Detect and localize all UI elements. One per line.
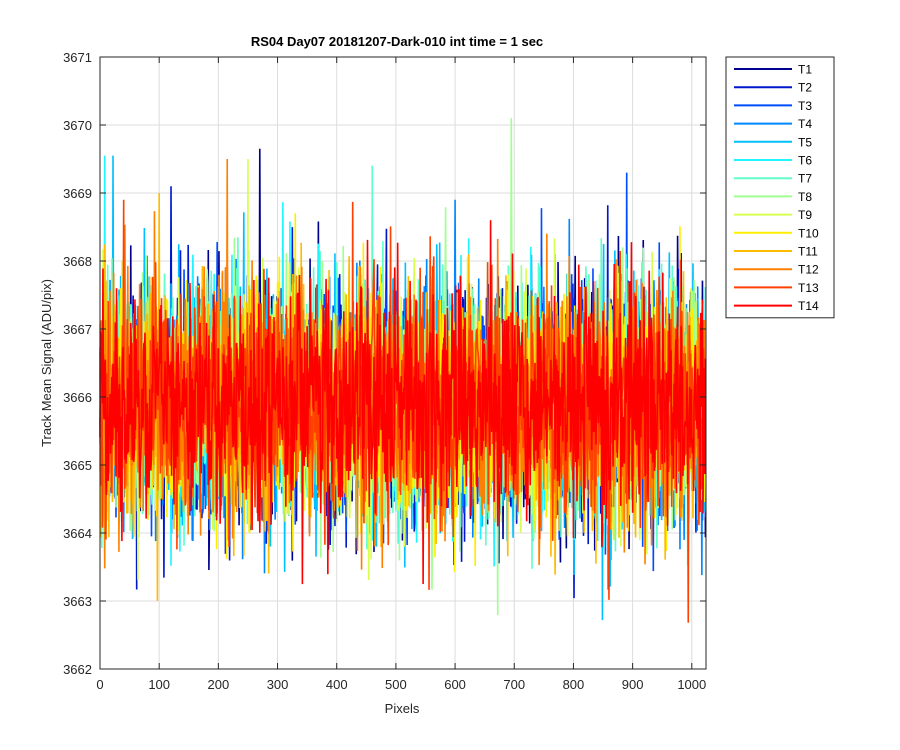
y-tick-label-4: 3666 bbox=[63, 390, 92, 405]
series-line-t14 bbox=[99, 220, 707, 585]
legend-label-t1: T1 bbox=[798, 63, 812, 77]
x-tick-label-3: 300 bbox=[267, 677, 289, 692]
legend-label-t13: T13 bbox=[798, 281, 819, 295]
legend-label-t2: T2 bbox=[798, 81, 812, 95]
y-tick-label-6: 3668 bbox=[63, 254, 92, 269]
y-axis-label: Track Mean Signal (ADU/pix) bbox=[39, 279, 54, 447]
legend-box bbox=[725, 56, 835, 319]
y-tick-label-1: 3663 bbox=[63, 594, 92, 609]
series-layer bbox=[99, 118, 707, 623]
legend-label-t8: T8 bbox=[798, 190, 812, 204]
legend-label-t4: T4 bbox=[798, 117, 812, 131]
legend-label-t11: T11 bbox=[798, 245, 818, 259]
x-axis-label: Pixels bbox=[385, 701, 420, 716]
x-tick-label-0: 0 bbox=[96, 677, 103, 692]
y-tick-label-3: 3665 bbox=[63, 458, 92, 473]
x-tick-label-9: 900 bbox=[622, 677, 644, 692]
legend-label-t5: T5 bbox=[798, 135, 812, 149]
legend-label-t14: T14 bbox=[798, 299, 819, 313]
x-tick-label-6: 600 bbox=[444, 677, 466, 692]
legend-label-t7: T7 bbox=[798, 172, 812, 186]
y-tick-label-0: 3662 bbox=[63, 662, 92, 677]
y-tick-label-2: 3664 bbox=[63, 526, 92, 541]
y-tick-label-8: 3670 bbox=[63, 118, 92, 133]
x-tick-label-5: 500 bbox=[385, 677, 407, 692]
x-tick-label-4: 400 bbox=[326, 677, 348, 692]
legend-label-t6: T6 bbox=[798, 154, 812, 168]
x-tick-label-1: 100 bbox=[148, 677, 170, 692]
y-tick-label-9: 3671 bbox=[63, 50, 92, 65]
legend: T1 T2 T3 T4 T5 T6 T7 T8 T9 T10 T11 T12 T13 T14 bbox=[725, 56, 835, 319]
legend-label-t9: T9 bbox=[798, 208, 812, 222]
plot-frame bbox=[99, 56, 707, 670]
chart-title: RS04 Day07 20181207-Dark-010 int time = … bbox=[251, 34, 543, 49]
legend-label-t10: T10 bbox=[798, 226, 819, 240]
legend-label-t3: T3 bbox=[798, 99, 812, 113]
x-tick-label-10: 1000 bbox=[677, 677, 706, 692]
x-tick-label-2: 200 bbox=[208, 677, 230, 692]
y-tick-label-5: 3667 bbox=[63, 322, 92, 337]
axis-ticks: 0 100 200 300 400 500 600 700 800 900 1000 3662 3663… bbox=[63, 50, 706, 692]
y-tick-label-7: 3669 bbox=[63, 186, 92, 201]
legend-label-t12: T12 bbox=[798, 263, 819, 277]
x-tick-label-7: 700 bbox=[503, 677, 525, 692]
x-tick-label-8: 800 bbox=[563, 677, 585, 692]
